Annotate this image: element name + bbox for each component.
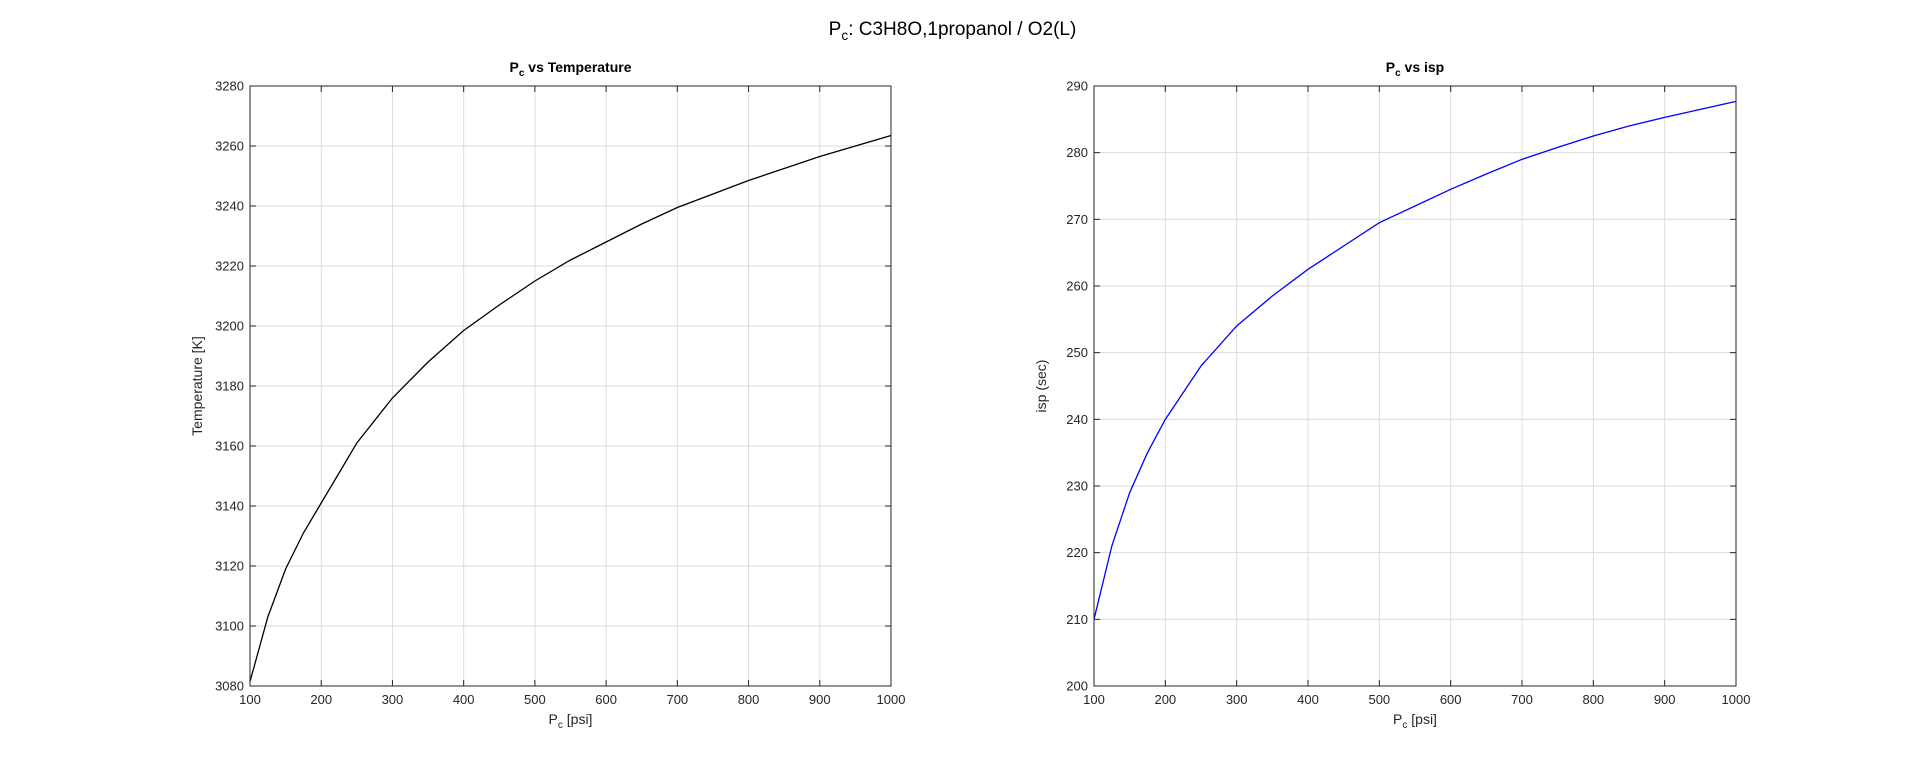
isp-y-tick-label: 210 bbox=[1066, 612, 1088, 627]
isp-x-axis-label: Pc [psi] bbox=[1393, 711, 1437, 731]
isp-y-tick-label: 230 bbox=[1066, 479, 1088, 494]
temperature-x-tick-label: 700 bbox=[666, 692, 688, 707]
isp-x-tick-label: 400 bbox=[1297, 692, 1319, 707]
temperature-x-tick-label: 200 bbox=[310, 692, 332, 707]
temperature-x-tick-label: 900 bbox=[809, 692, 831, 707]
figure-title: Pc: C3H8O,1propanol / O2(L) bbox=[828, 19, 1077, 43]
temperature-x-tick-label: 100 bbox=[239, 692, 261, 707]
temperature-series-line bbox=[249, 134, 892, 682]
temperature-x-tick-label: 600 bbox=[595, 692, 617, 707]
temperature-x-tick-label: 400 bbox=[453, 692, 475, 707]
temperature-y-tick-label: 3280 bbox=[215, 79, 244, 94]
isp-y-tick-label: 250 bbox=[1066, 345, 1088, 360]
isp-x-tick-label: 200 bbox=[1154, 692, 1176, 707]
temperature-y-tick-label: 3140 bbox=[215, 499, 244, 514]
isp-y-tick-label: 280 bbox=[1066, 145, 1088, 160]
isp-y-axis-label: isp (sec) bbox=[1033, 360, 1049, 413]
isp-x-tick-label: 300 bbox=[1226, 692, 1248, 707]
temperature-y-tick-label: 3220 bbox=[215, 259, 244, 274]
isp-x-tick-label: 600 bbox=[1440, 692, 1462, 707]
isp-y-tick-label: 200 bbox=[1066, 679, 1088, 694]
temperature-x-tick-label: 500 bbox=[524, 692, 546, 707]
isp-x-tick-label: 700 bbox=[1511, 692, 1533, 707]
temperature-y-tick-label: 3100 bbox=[215, 619, 244, 634]
temperature-y-tick-label: 3160 bbox=[215, 439, 244, 454]
isp-y-tick-label: 270 bbox=[1066, 212, 1088, 227]
temperature-x-tick-label: 800 bbox=[738, 692, 760, 707]
isp-y-tick-label: 220 bbox=[1066, 545, 1088, 560]
temperature-x-tick-label: 1000 bbox=[877, 692, 906, 707]
isp-plot-frame bbox=[1093, 85, 1737, 687]
temperature-y-axis-label: Temperature [K] bbox=[189, 336, 205, 436]
isp-x-tick-label: 100 bbox=[1083, 692, 1105, 707]
isp-x-tick-label: 900 bbox=[1654, 692, 1676, 707]
temperature-x-axis-label: Pc [psi] bbox=[549, 711, 593, 731]
temperature-y-tick-label: 3200 bbox=[215, 319, 244, 334]
isp-x-tick-label: 800 bbox=[1582, 692, 1604, 707]
isp-series-line bbox=[1093, 100, 1737, 620]
isp-y-tick-label: 260 bbox=[1066, 279, 1088, 294]
temperature-y-tick-label: 3240 bbox=[215, 199, 244, 214]
isp-x-tick-label: 1000 bbox=[1722, 692, 1751, 707]
isp-y-tick-label: 240 bbox=[1066, 412, 1088, 427]
isp-axes-title: Pc vs isp bbox=[1386, 59, 1445, 79]
temperature-x-tick-label: 300 bbox=[382, 692, 404, 707]
temperature-axes: 100 200 300 400 500 600 700 800 900 1000 3080 3100 3… bbox=[189, 59, 905, 731]
temperature-y-tick-label: 3120 bbox=[215, 559, 244, 574]
temperature-y-tick-label: 3180 bbox=[215, 379, 244, 394]
isp-y-tick-label: 290 bbox=[1066, 79, 1088, 94]
isp-axes: 100 200 300 400 500 600 700 800 900 1000200210220… bbox=[1033, 59, 1750, 731]
temperature-y-tick-label: 3080 bbox=[215, 679, 244, 694]
temperature-y-tick-label: 3260 bbox=[215, 139, 244, 154]
isp-x-tick-label: 500 bbox=[1368, 692, 1390, 707]
temperature-axes-title: Pc vs Temperature bbox=[509, 59, 631, 79]
